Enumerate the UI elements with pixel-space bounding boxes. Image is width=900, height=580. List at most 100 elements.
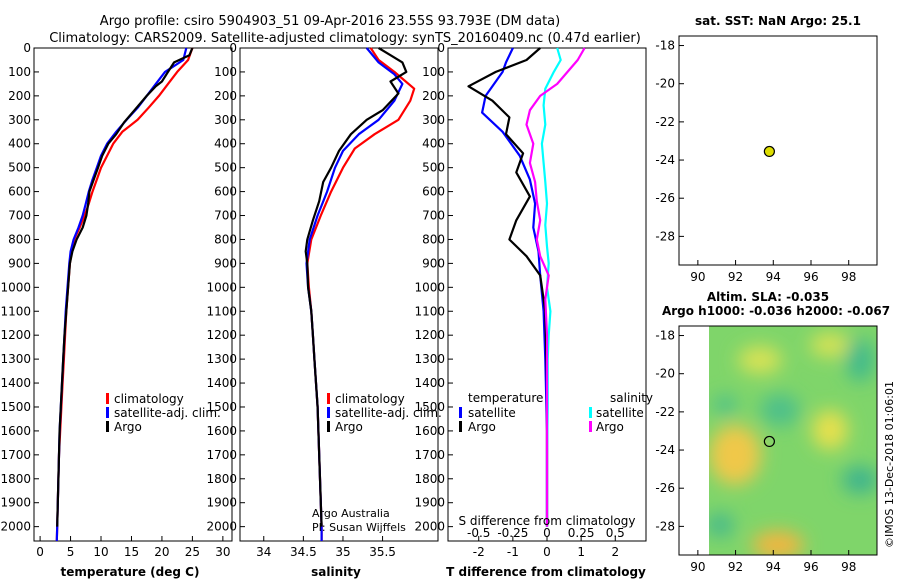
y-tick-label: 1000 (414, 280, 445, 294)
series-line-climatology (306, 47, 416, 541)
legend-label-argo: Argo (335, 420, 363, 434)
y-tick-label: 1100 (414, 304, 445, 318)
legend-swatch-argo-s (589, 421, 592, 432)
legend-label-satellite-s: satellite (596, 406, 644, 420)
x-tick-label: 34.5 (290, 545, 317, 559)
x-tick-label: 35.5 (369, 545, 396, 559)
legend-swatch-satellite (327, 407, 330, 418)
legend-title-temperature: temperature (468, 391, 543, 405)
legend-label-satellite-t: satellite (468, 406, 516, 420)
y-tick-label: 500 (8, 161, 31, 175)
y-tick-label: 1400 (414, 376, 445, 390)
argo-position-marker (763, 145, 775, 158)
y-tick-label: -28 (655, 229, 675, 243)
y-tick-label: 600 (214, 185, 237, 199)
x-tick-label: 10 (93, 545, 108, 559)
legend-swatch-climatology (327, 393, 330, 404)
y-tick-label: 400 (214, 137, 237, 151)
y-tick-label: 200 (8, 89, 31, 103)
series-line-argo (304, 47, 408, 527)
y-tick-label: 1300 (414, 352, 445, 366)
difference-xlabel: T difference from climatology (446, 565, 646, 579)
sst-map-axes (678, 35, 878, 266)
y-tick-label: 1900 (414, 496, 445, 510)
y-tick-label: -18 (655, 39, 675, 53)
y-tick-label: 1000 (0, 280, 31, 294)
y-tick-label: -18 (655, 329, 675, 343)
temperature-legend: climatology satellite-adj. clim. Argo (106, 392, 221, 434)
s-difference-label: S difference from climatology (459, 514, 636, 528)
y-tick-label: 600 (422, 185, 445, 199)
x-tick-label: 2 (611, 545, 619, 559)
salinity-legend: climatology satellite-adj. clim. Argo (327, 392, 442, 434)
x-tick-label: 34 (256, 545, 271, 559)
y-tick-label: -24 (655, 153, 675, 167)
y-tick-label: 1700 (0, 448, 31, 462)
sla-title-line-2: Argo h1000: -0.036 h2000: -0.067 (662, 304, 890, 318)
x-tick-label: 25 (185, 545, 200, 559)
legend-label-argo: Argo (114, 420, 142, 434)
temperature-xlabel: temperature (deg C) (61, 565, 200, 579)
legend-swatch-climatology (106, 393, 109, 404)
x-tick-label: 15 (124, 545, 139, 559)
y-tick-label: 1900 (0, 496, 31, 510)
imos-stamp: ©IMOS 13-Dec-2018 01:06:01 (883, 381, 896, 548)
x-tick-label: 90 (690, 560, 705, 574)
legend-label-satellite: satellite-adj. clim. (335, 406, 442, 420)
secondary-x-tick-label: -0.25 (497, 526, 528, 540)
y-tick-label: 1700 (206, 448, 237, 462)
y-tick-label: 700 (8, 209, 31, 223)
y-tick-label: 300 (8, 113, 31, 127)
y-tick-label: 1500 (0, 400, 31, 414)
secondary-x-tick-label: 0.5 (606, 526, 625, 540)
y-tick-label: -20 (655, 77, 675, 91)
x-tick-label: 90 (690, 270, 705, 284)
x-tick-label: 94 (766, 270, 781, 284)
y-tick-label: -22 (655, 115, 675, 129)
sst-title: sat. SST: NaN Argo: 25.1 (695, 14, 861, 28)
x-tick-label: -1 (507, 545, 519, 559)
legend-swatch-argo-t (459, 421, 462, 432)
y-tick-label: 200 (422, 89, 445, 103)
y-tick-label: 800 (214, 232, 237, 246)
x-tick-label: 0 (36, 545, 44, 559)
y-tick-label: 1300 (0, 352, 31, 366)
legend-swatch-argo (106, 421, 109, 432)
y-tick-label: 0 (437, 41, 445, 55)
x-tick-label: 20 (154, 545, 169, 559)
sla-heatmap (709, 326, 877, 555)
legend-swatch-satellite-s (589, 407, 592, 418)
y-tick-label: 300 (214, 113, 237, 127)
legend-title-salinity: salinity (610, 391, 653, 405)
y-tick-label: 1900 (206, 496, 237, 510)
y-tick-label: 2000 (0, 520, 31, 534)
argo-position-marker (763, 435, 775, 448)
temperature-axes (33, 47, 233, 542)
sla-map-axes (678, 325, 878, 556)
y-tick-label: 1100 (206, 304, 237, 318)
sla-title-line-1: Altim. SLA: -0.035 (707, 290, 829, 304)
y-tick-label: 0 (229, 41, 237, 55)
difference-legend: temperature salinity satellite Argo sate… (459, 391, 653, 434)
title-line-1: Argo profile: csiro 5904903_51 09-Apr-20… (100, 14, 560, 29)
salinity-plot: 34 34.5 35 35.5 0 100 200 300 400 500 600 700 800 900… (206, 41, 416, 559)
x-tick-label: 0 (543, 545, 551, 559)
y-tick-label: 1300 (206, 352, 237, 366)
y-tick-label: 400 (8, 137, 31, 151)
y-tick-label: -26 (655, 481, 675, 495)
x-tick-label: 98 (841, 270, 856, 284)
y-tick-label: 1200 (206, 328, 237, 342)
x-tick-label: -2 (473, 545, 485, 559)
y-tick-label: 1800 (206, 472, 237, 486)
temperature-plot: 0 5 10 15 20 25 300100200300400500600700800900… (0, 41, 230, 559)
y-tick-label: 1700 (414, 448, 445, 462)
x-tick-label: 30 (215, 545, 230, 559)
x-tick-label: 92 (728, 560, 743, 574)
legend-label-climatology: climatology (114, 392, 184, 406)
x-tick-label: 92 (728, 270, 743, 284)
series-line-argo-t (467, 47, 549, 527)
y-tick-label: -20 (655, 367, 675, 381)
y-tick-label: 1800 (0, 472, 31, 486)
y-tick-label: -26 (655, 191, 675, 205)
secondary-x-tick-label: 0 (543, 526, 551, 540)
